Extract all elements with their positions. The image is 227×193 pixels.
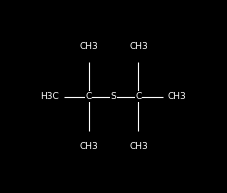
Text: C: C bbox=[85, 92, 92, 101]
Text: CH3: CH3 bbox=[129, 42, 148, 51]
Text: C: C bbox=[135, 92, 142, 101]
Text: S: S bbox=[111, 92, 116, 101]
Text: CH3: CH3 bbox=[129, 142, 148, 151]
Text: CH3: CH3 bbox=[79, 142, 98, 151]
Text: CH3: CH3 bbox=[79, 42, 98, 51]
Text: H3C: H3C bbox=[41, 92, 59, 101]
Text: CH3: CH3 bbox=[168, 92, 186, 101]
